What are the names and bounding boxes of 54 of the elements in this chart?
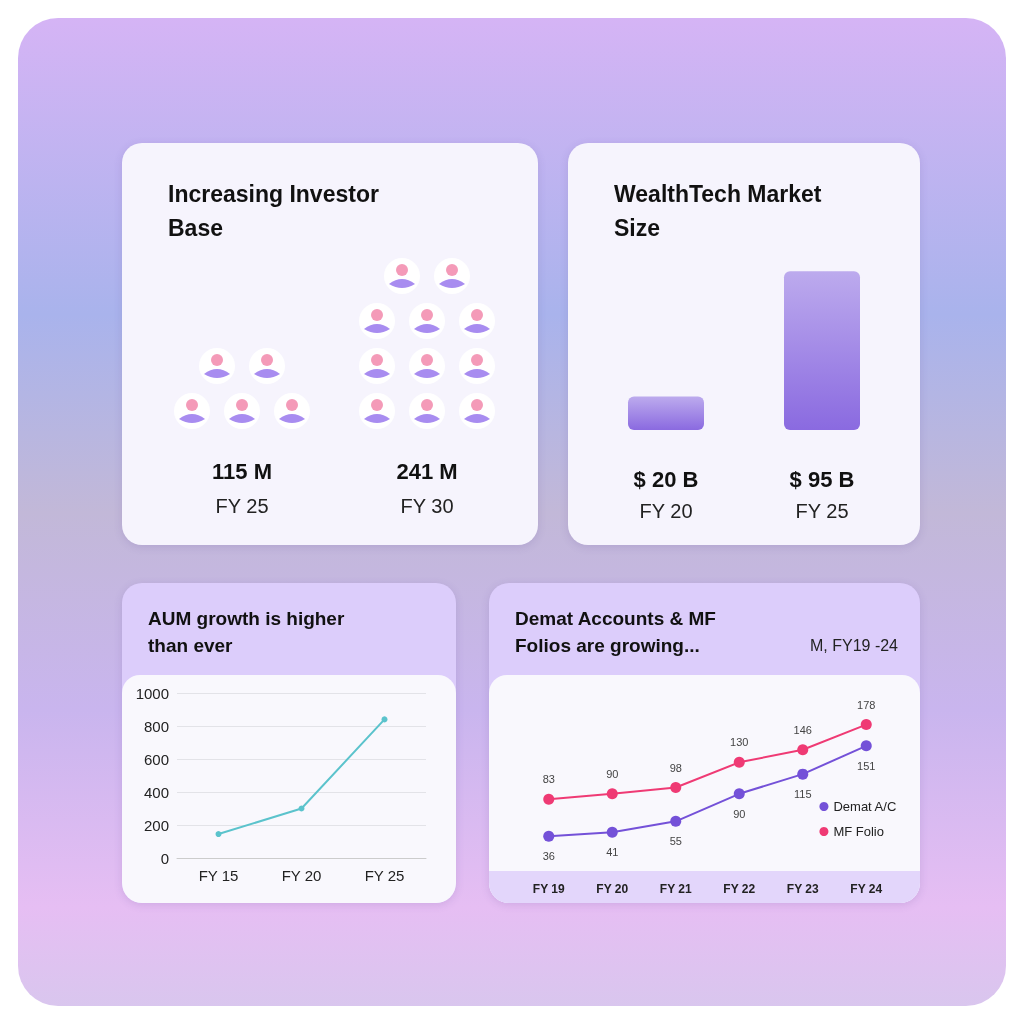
data-label: 98 — [669, 761, 682, 774]
data-label: $ 95 B — [789, 466, 855, 492]
data-label: 90 — [606, 767, 619, 780]
x-tick-label: FY 15 — [198, 867, 239, 884]
x-tick-label: FY 25 — [364, 867, 405, 884]
x-tick-label: FY 21 — [659, 882, 692, 896]
data-label: $ 20 B — [633, 466, 699, 492]
chart-title: WealthTech Market Size — [614, 180, 823, 243]
x-tick-label: FY 22 — [723, 882, 756, 896]
point — [797, 768, 809, 780]
x-tick-label: FY 20 — [639, 500, 693, 522]
point — [670, 815, 682, 827]
data-label: 130 — [730, 736, 749, 749]
y-tick-label: 600 — [143, 750, 169, 768]
data-label: 41 — [606, 846, 619, 859]
legend-label: MF Folio — [833, 824, 884, 839]
chart-title: Demat Accounts & MF Folios are growing... — [515, 607, 717, 658]
data-label: 83 — [542, 773, 555, 786]
x-tick-label: FY 19 — [532, 882, 565, 896]
x-tick-label: FY 23 — [786, 882, 819, 896]
data-label: 178 — [857, 698, 876, 711]
point — [606, 826, 618, 838]
data-label: 36 — [542, 850, 555, 863]
data-label: 146 — [793, 723, 812, 736]
chart-title: AUM growth is higher than ever — [148, 607, 346, 658]
point — [606, 788, 618, 800]
data-label: 55 — [669, 835, 682, 848]
point — [860, 740, 872, 752]
y-tick-label: 400 — [143, 783, 169, 801]
point — [797, 744, 809, 756]
data-label: 90 — [733, 807, 746, 820]
legend-label: Demat A/C — [833, 799, 897, 814]
point — [543, 830, 555, 842]
point — [860, 719, 872, 731]
point — [215, 831, 222, 838]
point — [298, 805, 305, 812]
data-label: 115 — [793, 788, 812, 801]
point — [733, 756, 745, 768]
text: Increasing Investor Base — [168, 180, 380, 243]
data-label: 151 — [857, 759, 876, 772]
x-tick-label: FY 20 — [281, 867, 322, 884]
point — [543, 793, 555, 805]
point — [670, 782, 682, 793]
y-tick-label: 0 — [160, 849, 169, 867]
x-tick-label: FY 20 — [596, 882, 629, 896]
data-label: 241 M — [395, 459, 459, 485]
x-tick-label: FY 24 — [850, 882, 883, 896]
y-tick-label: 200 — [143, 816, 169, 834]
category-label: FY 30 — [399, 495, 455, 518]
point — [733, 788, 745, 800]
y-tick-label: 800 — [143, 717, 169, 735]
y-tick-label: 1000 — [135, 684, 169, 702]
chart-subtitle: M, FY19 -24 — [809, 637, 898, 655]
data-label: 115 M — [211, 459, 273, 485]
